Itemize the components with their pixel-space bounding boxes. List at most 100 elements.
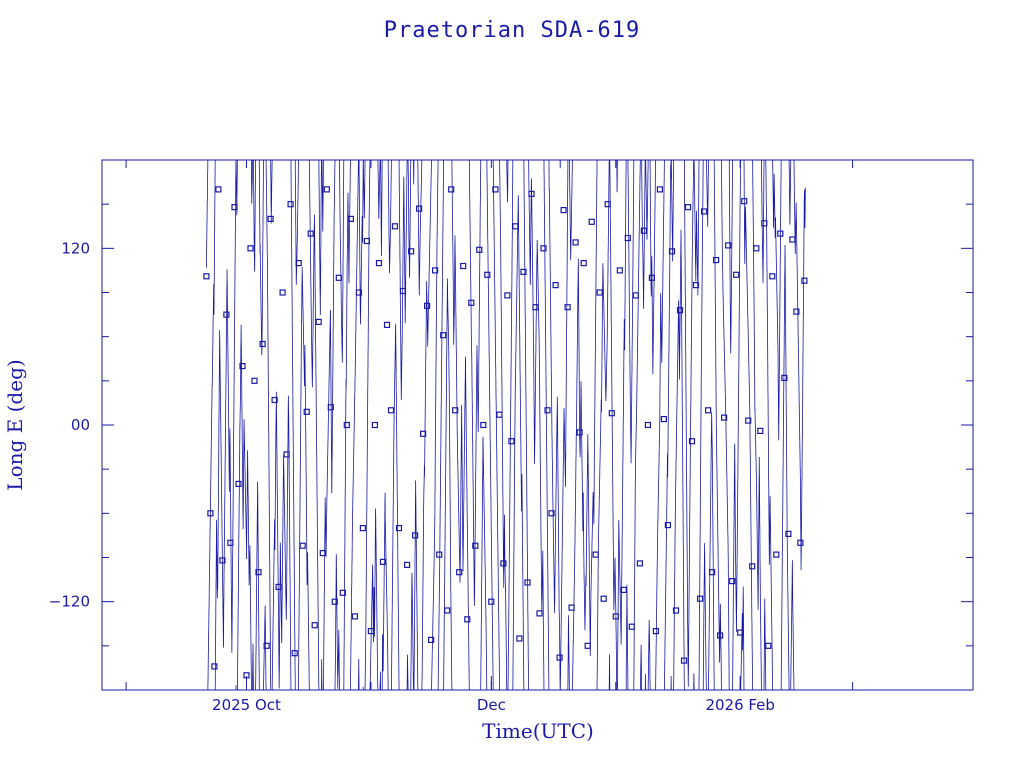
data-point bbox=[773, 551, 780, 558]
data-point bbox=[488, 598, 495, 605]
data-point bbox=[335, 274, 342, 281]
data-point bbox=[668, 248, 676, 255]
x-axis-label: Time(UTC) bbox=[482, 719, 594, 743]
data-point bbox=[676, 307, 684, 314]
data-point bbox=[552, 282, 559, 289]
data-point bbox=[267, 215, 274, 222]
data-point bbox=[444, 607, 451, 614]
data-point bbox=[737, 629, 744, 636]
y-axis-label: Long E (deg) bbox=[3, 359, 27, 490]
chart-title: Praetorian SDA-619 bbox=[384, 18, 640, 43]
data-point bbox=[496, 411, 503, 418]
data-point bbox=[729, 577, 736, 585]
data-point bbox=[580, 260, 587, 267]
data-point bbox=[616, 267, 623, 274]
data-point bbox=[239, 363, 246, 370]
data-point bbox=[596, 289, 603, 296]
data-point bbox=[540, 245, 547, 252]
data-point bbox=[733, 271, 740, 278]
data-point bbox=[271, 396, 278, 404]
data-point bbox=[343, 421, 350, 429]
data-point bbox=[640, 227, 648, 234]
data-point bbox=[227, 539, 234, 546]
y-tick-label: 00 bbox=[71, 416, 90, 434]
data-point bbox=[632, 292, 639, 299]
data-point bbox=[387, 407, 395, 414]
data-point bbox=[765, 642, 772, 649]
data-point bbox=[532, 304, 539, 311]
data-point bbox=[203, 273, 210, 280]
data-point bbox=[448, 186, 455, 193]
data-point bbox=[656, 186, 664, 193]
data-point bbox=[777, 230, 784, 237]
data-point bbox=[556, 654, 563, 661]
data-point bbox=[492, 186, 499, 193]
data-point bbox=[761, 220, 768, 227]
data-point bbox=[741, 198, 748, 205]
data-point bbox=[516, 635, 523, 642]
data-point bbox=[424, 302, 431, 309]
data-point bbox=[359, 524, 366, 532]
data-point bbox=[255, 569, 262, 576]
data-point bbox=[628, 623, 635, 630]
data-point bbox=[303, 408, 310, 415]
data-point bbox=[295, 260, 302, 267]
data-point bbox=[251, 377, 258, 384]
data-point bbox=[608, 410, 615, 417]
data-point bbox=[219, 557, 226, 564]
data-point bbox=[688, 438, 696, 445]
data-point bbox=[319, 549, 326, 557]
data-point bbox=[412, 532, 419, 539]
data-point bbox=[672, 607, 680, 614]
data-point bbox=[528, 190, 535, 197]
data-point bbox=[793, 308, 800, 315]
data-point bbox=[576, 429, 583, 436]
data-point bbox=[636, 560, 644, 567]
data-point bbox=[291, 650, 298, 657]
data-point bbox=[379, 558, 387, 566]
data-point bbox=[801, 277, 808, 284]
data-point bbox=[375, 260, 383, 267]
data-point bbox=[456, 569, 463, 576]
data-point bbox=[584, 642, 591, 649]
data-point bbox=[476, 246, 483, 253]
data-point bbox=[347, 215, 354, 222]
data-point bbox=[468, 299, 475, 306]
data-point bbox=[712, 257, 720, 264]
data-point bbox=[311, 622, 318, 629]
data-point bbox=[696, 595, 704, 602]
data-point bbox=[652, 627, 660, 635]
data-point bbox=[749, 563, 756, 570]
data-point bbox=[259, 340, 266, 348]
data-point bbox=[708, 569, 716, 576]
data-point bbox=[299, 542, 306, 549]
data-point bbox=[452, 407, 459, 414]
data-point bbox=[524, 579, 531, 586]
data-point bbox=[395, 524, 403, 532]
data-point bbox=[648, 274, 656, 281]
data-point bbox=[660, 416, 668, 423]
data-point bbox=[769, 273, 776, 280]
data-point bbox=[684, 204, 692, 211]
data-point bbox=[544, 407, 551, 414]
data-point bbox=[797, 539, 804, 546]
data-point bbox=[472, 542, 479, 549]
data-point bbox=[508, 438, 515, 445]
data-point bbox=[484, 271, 491, 278]
data-point bbox=[247, 245, 254, 252]
data-point bbox=[391, 223, 399, 230]
data-point bbox=[367, 627, 374, 635]
data-point bbox=[588, 218, 595, 225]
data-point bbox=[592, 551, 599, 558]
data-point bbox=[604, 201, 611, 208]
data-point bbox=[520, 268, 527, 275]
data-point bbox=[416, 205, 423, 212]
data-point bbox=[753, 245, 760, 252]
data-point bbox=[536, 610, 543, 617]
data-point bbox=[568, 604, 575, 611]
y-tick-label: −120 bbox=[49, 593, 90, 611]
data-point bbox=[327, 404, 334, 411]
data-point bbox=[211, 663, 218, 670]
data-point bbox=[275, 583, 282, 591]
